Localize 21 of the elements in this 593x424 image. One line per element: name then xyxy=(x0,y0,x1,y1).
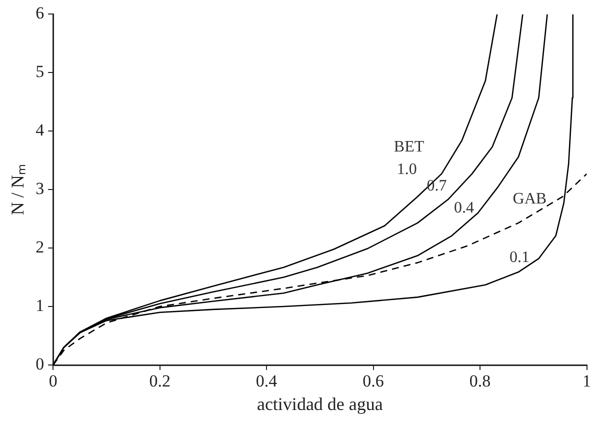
series-label: 0.7 xyxy=(426,177,447,194)
x-tick-label: 0.2 xyxy=(149,372,170,391)
y-tick-label: 6 xyxy=(36,4,44,23)
y-tick-label: 2 xyxy=(36,238,44,257)
series-label: GAB xyxy=(512,190,547,208)
series-label: 0.4 xyxy=(454,199,474,216)
y-tick-label: 4 xyxy=(36,120,45,140)
y-tick-label: 5 xyxy=(36,62,44,82)
y-tick-label: 3 xyxy=(36,179,44,198)
annotation: BET xyxy=(394,138,424,156)
x-tick-label: 0.8 xyxy=(469,372,491,391)
y-axis-title: N / Nₘ xyxy=(8,164,28,216)
x-tick-label: 0.6 xyxy=(362,372,384,391)
x-axis-title: actividad de agua xyxy=(256,394,383,414)
x-tick-label: 1 xyxy=(582,372,591,391)
x-tick-label: 0 xyxy=(48,372,58,391)
y-tick-label: 1 xyxy=(36,296,44,315)
x-tick-label: 0.4 xyxy=(256,372,278,391)
series-label: 1.0 xyxy=(396,161,417,178)
series-label: 0.1 xyxy=(510,248,530,266)
y-tick-label: 0 xyxy=(36,354,44,374)
